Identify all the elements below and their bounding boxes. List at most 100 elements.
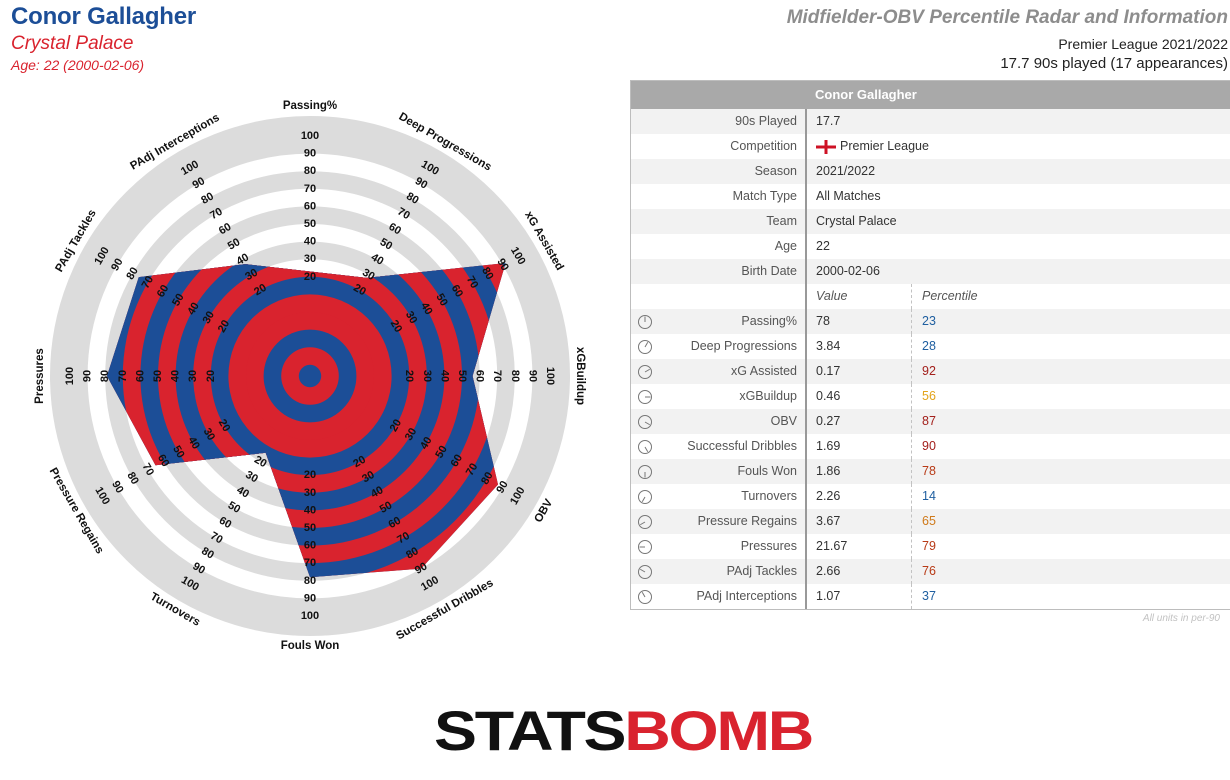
metric-value: 2.26 bbox=[816, 489, 841, 503]
radar-tick-label: 20 bbox=[252, 454, 269, 471]
radar-tick-label: 80 bbox=[199, 190, 216, 207]
row-icon-cell bbox=[631, 134, 659, 159]
radar-tick-label: 40 bbox=[418, 300, 435, 317]
radar-tick-label: 60 bbox=[449, 283, 466, 300]
metric-value: 1.07 bbox=[816, 589, 841, 603]
info-value-text: Crystal Palace bbox=[816, 214, 897, 228]
radar-tick-label: 30 bbox=[187, 370, 199, 382]
radar-tick-label: 70 bbox=[208, 206, 225, 223]
info-value: Crystal Palace bbox=[807, 209, 1116, 234]
info-row: Season 2021/2022 bbox=[631, 159, 1230, 184]
radar-tick-label: 60 bbox=[386, 515, 403, 532]
radar-tick-label: 70 bbox=[395, 530, 412, 547]
radar-tick-label: 60 bbox=[217, 221, 234, 238]
units-note: All units in per-90 bbox=[1142, 613, 1220, 624]
metric-label: Passing% bbox=[659, 309, 807, 334]
metric-value: 2.66 bbox=[816, 564, 841, 578]
radar-tick-label: 90 bbox=[109, 256, 126, 273]
row-icon-cell bbox=[631, 109, 659, 134]
radar-category-label: Fouls Won bbox=[281, 640, 340, 652]
radar-tick-label: 20 bbox=[304, 469, 316, 481]
info-label: Season bbox=[659, 159, 807, 184]
info-value-text: 22 bbox=[816, 239, 830, 253]
radar-tick-label: 20 bbox=[216, 318, 233, 335]
row-icon-cell bbox=[631, 209, 659, 234]
radar-tick-label: 30 bbox=[201, 309, 218, 326]
table-body: 90s Played 17.7 Competition Premier League S… bbox=[631, 109, 1230, 609]
info-value-text: 2021/2022 bbox=[816, 164, 876, 178]
player-name: Conor Gallagher bbox=[11, 3, 197, 30]
radar-tick-label: 20 bbox=[388, 417, 405, 434]
metric-row: Deep Progressions 3.84 28 bbox=[631, 334, 1230, 359]
metric-label: xGBuildup bbox=[659, 384, 807, 409]
radar-tick-label: 30 bbox=[360, 267, 377, 284]
percentile-dial-icon bbox=[638, 314, 652, 329]
radar-tick-label: 30 bbox=[243, 267, 260, 284]
metric-label: Pressures bbox=[659, 534, 807, 559]
radar-tick-label: 80 bbox=[199, 545, 216, 562]
percentile-header: Percentile bbox=[911, 284, 1022, 309]
radar-tick-label: 90 bbox=[82, 370, 94, 382]
radar-tick-label: 80 bbox=[404, 545, 421, 562]
metric-percentile: 23 bbox=[911, 309, 1022, 334]
metric-percentile: 76 bbox=[911, 559, 1022, 584]
radar-tick-label: 30 bbox=[304, 253, 316, 265]
radar-tick-label: 50 bbox=[170, 292, 187, 309]
radar-tick-label: 60 bbox=[304, 540, 316, 552]
radar-tick-label: 30 bbox=[360, 469, 377, 486]
percentile-dial-icon bbox=[638, 564, 652, 579]
metric-row: xGBuildup 0.46 56 bbox=[631, 384, 1230, 409]
metric-icon-cell bbox=[631, 309, 659, 334]
radar-tick-label: 80 bbox=[509, 370, 521, 382]
percentile-dial-icon bbox=[638, 539, 652, 554]
radar-tick-label: 40 bbox=[185, 435, 202, 452]
radar-tick-label: 90 bbox=[109, 479, 126, 496]
metric-percentile: 37 bbox=[911, 584, 1022, 609]
metric-icon-cell bbox=[631, 509, 659, 534]
radar-tick-label: 50 bbox=[152, 370, 164, 382]
metric-value: 3.67 bbox=[816, 514, 841, 528]
info-label: 90s Played bbox=[659, 109, 807, 134]
metric-label: Turnovers bbox=[659, 484, 807, 509]
metric-icon-cell bbox=[631, 584, 659, 609]
row-icon-cell bbox=[631, 284, 659, 309]
radar-tick-label: 100 bbox=[64, 367, 76, 385]
radar-tick-label: 70 bbox=[304, 557, 316, 569]
metric-row: xG Assisted 0.17 92 bbox=[631, 359, 1230, 384]
value-header: Value bbox=[816, 289, 848, 303]
metric-value: 1.69 bbox=[816, 439, 841, 453]
metric-icon-cell bbox=[631, 359, 659, 384]
metric-percentile: 56 bbox=[911, 384, 1022, 409]
metric-icon-cell bbox=[631, 384, 659, 409]
radar-category-label: xGBuildup bbox=[574, 347, 586, 405]
info-row: Match Type All Matches bbox=[631, 184, 1230, 209]
metric-value: 0.17 bbox=[816, 364, 841, 378]
radar-tick-label: 100 bbox=[544, 367, 556, 385]
radar-tick-label: 60 bbox=[304, 200, 316, 212]
radar-tick-label: 90 bbox=[304, 592, 316, 604]
metric-icon-cell bbox=[631, 334, 659, 359]
radar-tick-label: 60 bbox=[155, 283, 172, 300]
logo-stats: STATS bbox=[434, 700, 625, 760]
radar-tick-label: 40 bbox=[170, 370, 182, 382]
radar-tick-label: 50 bbox=[226, 499, 243, 516]
radar-tick-label: 60 bbox=[449, 452, 466, 469]
metric-row: OBV 0.27 87 bbox=[631, 409, 1230, 434]
metric-row: Passing% 78 23 bbox=[631, 309, 1230, 334]
radar-tick-label: 60 bbox=[134, 370, 146, 382]
radar-tick-label: 60 bbox=[386, 221, 403, 238]
info-value: 2021/2022 bbox=[807, 159, 1116, 184]
radar-tick-label: 50 bbox=[304, 218, 316, 230]
info-value: 2000-02-06 bbox=[807, 259, 1116, 284]
info-value-text: All Matches bbox=[816, 189, 881, 203]
percentile-dial-icon bbox=[638, 489, 652, 504]
info-value: Premier League bbox=[807, 134, 1116, 159]
row-icon-cell bbox=[631, 259, 659, 284]
radar-tick-label: 70 bbox=[491, 370, 503, 382]
percentile-dial-icon bbox=[638, 514, 652, 529]
radar-tick-label: 40 bbox=[369, 484, 386, 501]
metric-header-row: Value Percentile bbox=[631, 284, 1230, 309]
team-name: Crystal Palace bbox=[11, 33, 134, 54]
info-label: Age bbox=[659, 234, 807, 259]
